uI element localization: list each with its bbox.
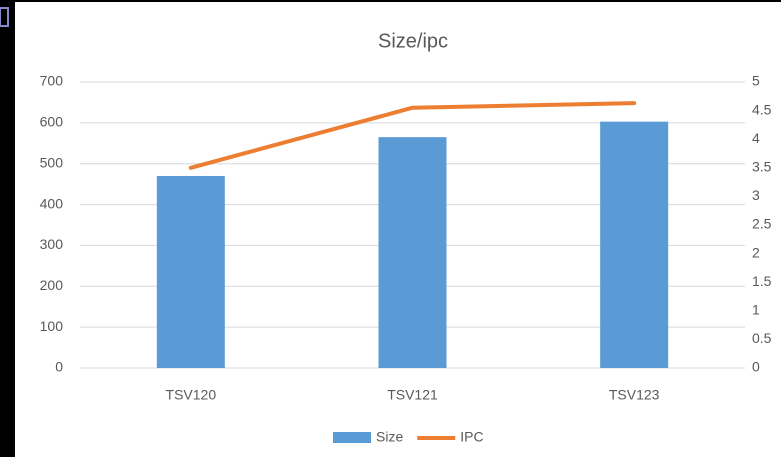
y-tick-label: 400 [40,195,64,211]
x-tick-label: TSV120 [166,387,217,403]
y-tick-label: 200 [40,277,64,293]
legend-label: IPC [460,429,483,445]
line-series [188,101,637,170]
bar [378,137,447,368]
window-edge [0,7,9,27]
y2-tick-label: 2.5 [752,216,772,232]
y2-tick-label: 3.5 [752,159,772,175]
bar [600,121,669,368]
y-tick-label: 100 [40,318,64,334]
bar [156,175,225,368]
legend-swatch [333,432,371,443]
y2-tick-label: 5 [752,73,760,89]
y-tick-label: 500 [40,154,64,170]
y2-tick-label: 1 [752,302,760,318]
chart-title: Size/ipc [378,30,448,52]
y2-tick-label: 3 [752,187,760,203]
x-tick-label: TSV121 [387,387,438,403]
y2-tick-label: 4 [752,130,760,146]
y-tick-label: 300 [40,236,64,252]
y2-tick-label: 0 [752,359,760,375]
y2-tick-label: 1.5 [752,273,772,289]
x-tick-label: TSV123 [609,387,660,403]
legend-label: Size [376,429,403,445]
y2-tick-label: 2 [752,244,760,260]
y-tick-label: 0 [55,359,63,375]
y-tick-label: 600 [40,114,64,130]
y2-tick-label: 4.5 [752,101,772,117]
y-tick-label: 700 [40,73,64,89]
y2-tick-label: 0.5 [752,330,772,346]
